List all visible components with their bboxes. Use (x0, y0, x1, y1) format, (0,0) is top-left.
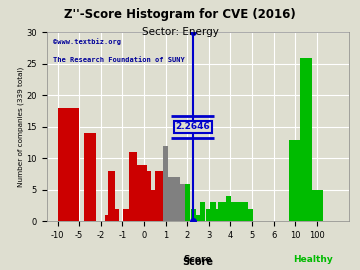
Bar (150, 190, 156, 221)
Bar (300, 58, 312, 221)
Bar (130, 152, 137, 221)
Bar (234, 202, 240, 221)
Bar (104, 215, 110, 221)
Bar (230, 202, 235, 221)
Bar (199, 202, 205, 221)
Bar (178, 184, 183, 221)
Bar (289, 140, 301, 221)
Text: 2.2646: 2.2646 (175, 122, 210, 131)
Text: The Research Foundation of SUNY: The Research Foundation of SUNY (53, 57, 185, 63)
Bar (221, 202, 227, 221)
Text: Sector: Energy: Sector: Energy (141, 27, 219, 37)
Bar (218, 202, 223, 221)
Bar (181, 184, 186, 221)
Bar (145, 171, 151, 221)
Bar (163, 146, 168, 221)
Bar (225, 196, 231, 221)
Bar (58, 108, 70, 221)
Bar (141, 165, 147, 221)
Bar (156, 171, 161, 221)
Y-axis label: Number of companies (339 total): Number of companies (339 total) (17, 67, 24, 187)
Bar (167, 177, 173, 221)
Bar (185, 184, 190, 221)
Text: Score: Score (184, 255, 212, 264)
Bar (84, 133, 96, 221)
Bar (113, 209, 119, 221)
Bar (175, 177, 180, 221)
Bar (134, 171, 139, 221)
Text: Healthy: Healthy (293, 255, 333, 264)
Bar (238, 202, 244, 221)
X-axis label: Score: Score (183, 257, 213, 267)
Bar (215, 209, 220, 221)
Text: ©www.textbiz.org: ©www.textbiz.org (53, 38, 121, 45)
Bar (243, 202, 248, 221)
Bar (137, 165, 143, 221)
Bar (108, 171, 115, 221)
Bar (206, 209, 211, 221)
Bar (247, 209, 253, 221)
Bar (311, 190, 323, 221)
Bar (191, 209, 197, 221)
Bar (67, 108, 78, 221)
Bar (160, 171, 165, 221)
Bar (123, 209, 130, 221)
Bar (210, 202, 216, 221)
Bar (171, 177, 177, 221)
Text: Z''-Score Histogram for CVE (2016): Z''-Score Histogram for CVE (2016) (64, 8, 296, 21)
Bar (195, 215, 201, 221)
